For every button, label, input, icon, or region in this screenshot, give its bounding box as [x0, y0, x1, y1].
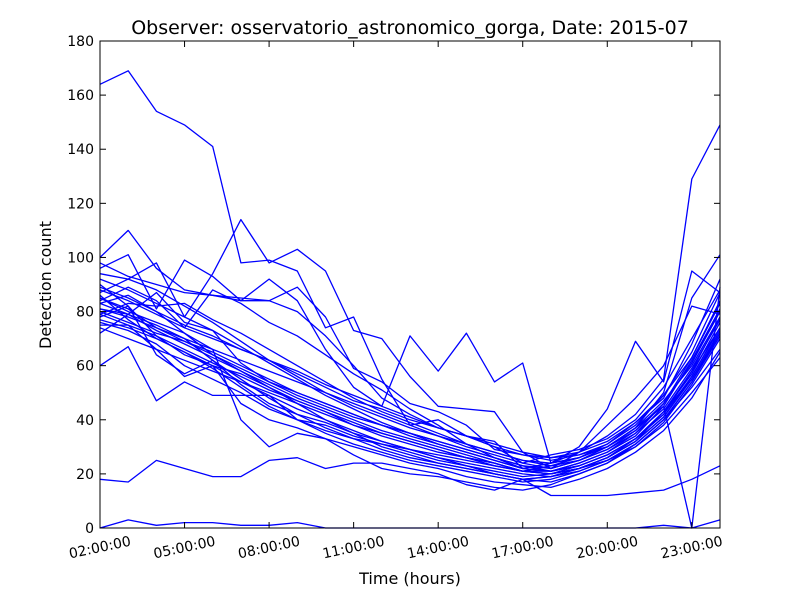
x-tick-label: 17:00:00 — [490, 534, 555, 563]
series-line-2 — [99, 229, 721, 464]
y-tick-label: 140 — [67, 142, 94, 158]
y-tick-label: 80 — [76, 305, 94, 321]
series-line-26 — [99, 302, 721, 475]
y-tick-label: 60 — [76, 359, 94, 375]
y-tick-label: 180 — [67, 34, 94, 50]
series-line-30 — [99, 313, 721, 472]
ticks-group: 0 20 40 60 80 100 120 140 160 180 02:00:00 05:00:00… — [67, 34, 724, 562]
x-tick-label: 08:00:00 — [237, 534, 302, 563]
y-axis-label: Detection count — [36, 221, 55, 349]
chart-title: Observer: osservatorio_astronomico_gorga… — [131, 17, 689, 39]
series-line-19 — [99, 302, 721, 467]
series-group — [99, 70, 721, 529]
series-line-7 — [99, 262, 721, 464]
x-tick-label: 11:00:00 — [321, 534, 386, 563]
x-tick-label: 14:00:00 — [406, 534, 471, 563]
plot-frame — [99, 40, 721, 529]
series-line-8 — [99, 278, 721, 470]
y-tick-label: 0 — [85, 521, 94, 537]
x-tick-label: 02:00:00 — [68, 534, 133, 563]
series-line-24 — [99, 319, 721, 483]
y-tick-label: 20 — [76, 467, 94, 483]
y-tick-label: 160 — [67, 88, 94, 104]
series-line-9 — [99, 300, 721, 470]
series-line-28 — [99, 286, 721, 459]
y-tick-label: 120 — [67, 196, 94, 212]
series-line-15 — [99, 289, 721, 462]
series-line-4 — [99, 519, 721, 529]
y-tick-label: 40 — [76, 413, 94, 429]
x-tick-label: 05:00:00 — [152, 534, 217, 563]
series-line-25 — [99, 273, 721, 464]
series-line-21 — [99, 310, 721, 472]
series-line-17 — [100, 324, 721, 489]
series-line-29 — [99, 287, 721, 529]
series-line-3 — [99, 457, 721, 497]
x-tick-label: 23:00:00 — [659, 534, 724, 563]
series-line-5 — [99, 218, 721, 470]
x-axis-label: Time (hours) — [358, 569, 461, 588]
x-tick-label: 20:00:00 — [575, 534, 640, 563]
y-tick-label: 100 — [67, 250, 94, 266]
series-line-23 — [99, 308, 721, 483]
series-line-13 — [99, 297, 721, 491]
